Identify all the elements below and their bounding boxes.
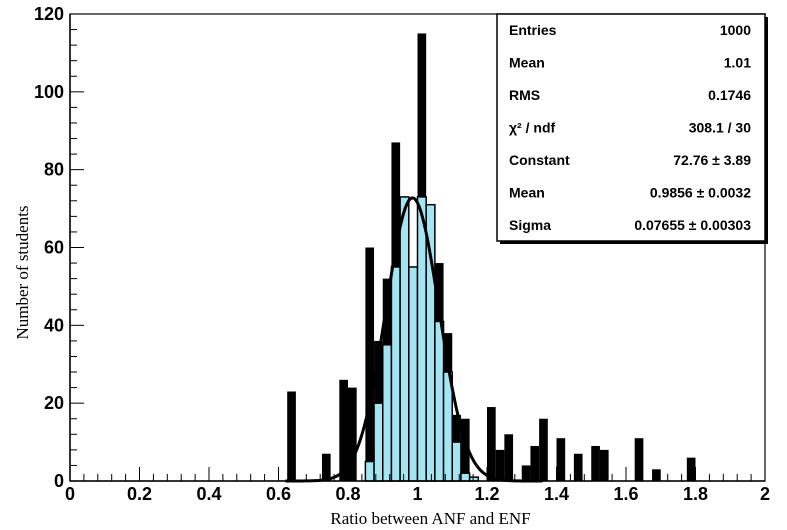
black-bar bbox=[591, 445, 600, 481]
y-tick-label: 100 bbox=[34, 82, 64, 102]
stat-label: Sigma bbox=[509, 217, 551, 233]
blue-bar bbox=[373, 402, 384, 482]
black-bar bbox=[539, 418, 548, 481]
stats-box: Entries 1000 Mean 1.01 RMS 0.1746 χ² / ndf 308.… bbox=[496, 13, 768, 244]
black-bar bbox=[573, 453, 583, 481]
black-bar bbox=[599, 449, 609, 481]
blue-bar bbox=[416, 196, 427, 482]
x-tick-label: 0.2 bbox=[127, 484, 152, 504]
black-bar bbox=[530, 445, 540, 481]
black-bar bbox=[339, 379, 348, 481]
gaussian-fit-curve bbox=[285, 196, 543, 483]
y-tick-label: 60 bbox=[44, 238, 64, 258]
stat-value: 0.07655 ± 0.00303 bbox=[634, 217, 751, 233]
black-bar bbox=[321, 453, 331, 481]
black-bar bbox=[287, 391, 296, 481]
y-axis-title: Number of students bbox=[13, 205, 32, 339]
black-bar bbox=[495, 449, 505, 481]
x-axis-title: Ratio between ANF and ENF bbox=[330, 509, 530, 528]
stat-value: 0.1746 bbox=[708, 87, 751, 103]
x-tick-label: 0.6 bbox=[266, 484, 291, 504]
blue-bar bbox=[408, 266, 419, 482]
black-bar bbox=[652, 469, 661, 481]
stat-label: Entries bbox=[509, 22, 557, 38]
black-bar bbox=[521, 465, 531, 481]
axes bbox=[69, 13, 766, 482]
y-tick-label: 40 bbox=[44, 315, 64, 335]
stat-value: 1.01 bbox=[724, 55, 751, 71]
y-tick-label: 20 bbox=[44, 393, 64, 413]
stat-value: 0.9856 ± 0.0032 bbox=[650, 184, 751, 200]
stat-label: Mean bbox=[509, 55, 545, 71]
stat-value: 72.76 ± 3.89 bbox=[673, 152, 751, 168]
x-tick-label: 1.6 bbox=[613, 484, 638, 504]
y-tick-label: 80 bbox=[44, 160, 64, 180]
y-tick-label: 0 bbox=[54, 471, 64, 491]
blue-bar bbox=[364, 460, 375, 482]
black-bar bbox=[686, 457, 696, 481]
y-tick-label: 120 bbox=[34, 4, 64, 24]
black-bar bbox=[487, 407, 496, 481]
x-tick-label: 0 bbox=[65, 484, 75, 504]
black-bar bbox=[556, 438, 566, 481]
blue-bar bbox=[434, 320, 445, 482]
black-bar bbox=[365, 247, 375, 481]
black-bar bbox=[634, 438, 644, 481]
x-tick-label: 1 bbox=[412, 484, 422, 504]
gaussian-fit-layer bbox=[285, 196, 543, 483]
blue-bar bbox=[399, 196, 410, 482]
blue-bar bbox=[390, 266, 401, 482]
blue-bar bbox=[460, 472, 471, 482]
x-tick-label: 1.8 bbox=[683, 484, 708, 504]
blue-bar bbox=[382, 344, 393, 482]
black-bar bbox=[504, 434, 514, 481]
stats-box-frame bbox=[496, 13, 766, 242]
axis-labels: 0 0.2 0.4 0.6 0.8 1 1.2 1.4 1.6 1.8 20204060801001… bbox=[13, 4, 770, 528]
black-bar bbox=[460, 418, 470, 481]
stat-value: 1000 bbox=[720, 22, 751, 38]
x-tick-label: 1.2 bbox=[474, 484, 499, 504]
black-bar bbox=[348, 387, 357, 481]
stat-label: RMS bbox=[509, 87, 540, 103]
stat-value: 308.1 / 30 bbox=[689, 120, 751, 136]
x-tick-label: 1.4 bbox=[544, 484, 569, 504]
stat-label: Mean bbox=[509, 184, 545, 200]
x-tick-label: 0.4 bbox=[196, 484, 221, 504]
x-tick-label: 0.8 bbox=[335, 484, 360, 504]
x-tick-label: 2 bbox=[760, 484, 770, 504]
stat-label: χ² / ndf bbox=[509, 120, 555, 136]
stat-label: Constant bbox=[509, 152, 570, 168]
